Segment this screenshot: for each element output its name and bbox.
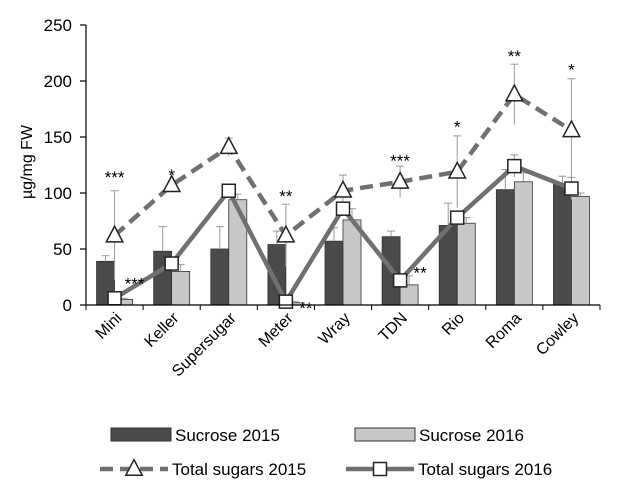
legend-swatch <box>110 427 172 442</box>
annotations: ******************** <box>105 47 576 318</box>
legend-label: Total sugars 2016 <box>418 460 552 479</box>
square-marker <box>564 181 579 196</box>
square-marker <box>449 210 465 225</box>
significance-label: *** <box>390 151 410 170</box>
significance-label: ** <box>299 299 313 318</box>
y-tick-label: 250 <box>44 16 72 35</box>
significance-label: *** <box>125 274 145 293</box>
bar-sucrose-2016 <box>399 284 419 306</box>
axes <box>85 25 601 310</box>
significance-label: ** <box>279 187 293 206</box>
y-tick-label: 150 <box>44 128 72 147</box>
y-axis-ticks: 0 50 100 150 200 250 <box>44 16 86 315</box>
significance-label: ** <box>413 263 427 282</box>
bar-sucrose-2016 <box>342 219 362 306</box>
triangle-marker <box>447 160 467 179</box>
x-tick-label: Meter <box>256 309 297 350</box>
significance-label: * <box>168 166 175 185</box>
square-marker <box>392 273 408 288</box>
triangle-marker <box>162 174 182 193</box>
bar-sucrose-2016 <box>513 181 533 306</box>
triangle-marker <box>390 170 410 189</box>
triangle-marker <box>276 224 296 243</box>
legend-label: Sucrose 2015 <box>175 426 280 445</box>
significance-label: * <box>454 118 461 137</box>
square-marker <box>221 183 237 199</box>
bar-sucrose-2016 <box>456 222 476 306</box>
legend: Sucrose 2015 Sucrose 2016 Total sugars 201… <box>100 426 552 479</box>
triangle-marker <box>333 179 353 198</box>
bar-sucrose-2015 <box>553 183 572 306</box>
triangle-marker <box>561 119 581 138</box>
y-axis-label: µg/mg FW <box>19 124 36 199</box>
y-tick-label: 50 <box>53 240 72 259</box>
square-marker <box>278 294 294 309</box>
significance-label: *** <box>105 168 125 187</box>
bar-sucrose-2015 <box>495 189 515 306</box>
significance-label: * <box>568 61 575 80</box>
x-tick-label: TDN <box>376 310 411 345</box>
y-tick-label: 200 <box>44 72 72 91</box>
bar-sucrose-2016 <box>171 270 191 306</box>
y-tick-label: 100 <box>44 184 72 203</box>
triangle-marker <box>219 136 239 155</box>
square-marker <box>335 201 351 216</box>
significance-label: ** <box>508 47 522 66</box>
legend-label: Sucrose 2016 <box>419 426 524 445</box>
bar-sucrose-2015 <box>210 248 230 306</box>
x-tick-label: Cowley <box>533 310 582 359</box>
square-marker <box>507 158 522 174</box>
x-tick-label: Mini <box>93 310 126 343</box>
square-marker <box>372 461 388 477</box>
bars <box>96 181 590 306</box>
legend-label: Total sugars 2015 <box>172 460 306 479</box>
legend-swatch <box>354 427 416 442</box>
x-tick-label: Keller <box>142 309 183 350</box>
bar-sucrose-2016 <box>228 199 248 306</box>
triangle-marker <box>504 83 524 102</box>
x-tick-label: Roma <box>483 310 525 352</box>
triangle-marker <box>105 224 125 243</box>
x-tick-label: Wray <box>316 310 354 348</box>
y-tick-label: 0 <box>63 296 72 315</box>
bar-sucrose-2015 <box>324 240 344 306</box>
square-marker <box>164 256 179 271</box>
triangle-marker <box>124 458 144 477</box>
square-marker <box>107 291 122 306</box>
x-tick-label: Rio <box>439 310 468 339</box>
bar-sucrose-2016 <box>571 195 590 306</box>
